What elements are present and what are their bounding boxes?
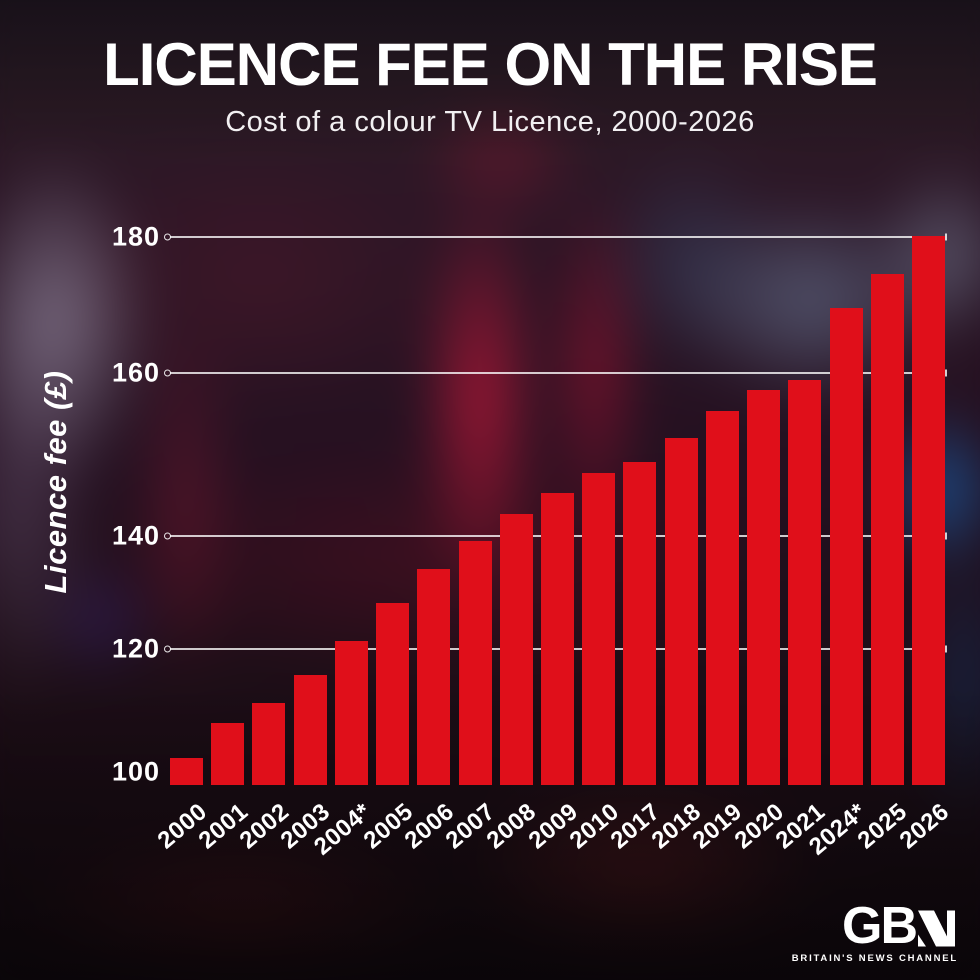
bar-2004*	[334, 640, 368, 785]
bar-2001	[211, 723, 245, 785]
gridline-end-tick-180	[945, 233, 947, 241]
bar-2006	[417, 568, 451, 785]
bar-2017	[623, 462, 657, 785]
gbn-tagline: BRITAIN'S NEWS CHANNEL	[791, 953, 958, 964]
gridline-end-tick-140	[945, 532, 947, 540]
bar-2003	[293, 675, 327, 785]
y-tick-label-100: 100	[111, 756, 160, 787]
bar-2024*	[829, 308, 863, 785]
bar-2010	[582, 472, 616, 785]
y-axis-label: Licence fee (£)	[38, 370, 73, 594]
bar-2002	[252, 702, 286, 785]
gridline-start-dot-140	[164, 532, 171, 540]
page-subtitle: Cost of a colour TV Licence, 2000-2026	[225, 106, 755, 138]
bar-2000	[170, 757, 203, 785]
bar-2019	[705, 410, 739, 785]
bar-2020	[747, 390, 781, 785]
bar-2008	[499, 513, 533, 785]
gridline-start-dot-120	[164, 645, 171, 653]
gbn-logo: GB BRITAIN'S NEWS CHANNEL	[791, 897, 958, 964]
bar-2018	[664, 438, 698, 785]
gridline-180	[170, 236, 945, 238]
gridline-end-tick-160	[945, 369, 947, 377]
gridline-start-dot-180	[164, 233, 171, 241]
y-tick-label-140: 140	[111, 520, 160, 551]
bar-2005	[376, 603, 410, 785]
bar-2026	[912, 236, 945, 785]
gbn-stylised-n-icon	[918, 910, 955, 947]
bar-2009	[541, 493, 574, 785]
gbn-logo-gb-text: GB	[842, 897, 918, 956]
gridline-start-dot-160	[164, 369, 171, 377]
y-tick-label-180: 180	[111, 221, 160, 252]
bar-2021	[788, 380, 822, 785]
y-tick-label-160: 160	[111, 357, 160, 388]
page-title: LICENCE FEE ON THE RISE	[103, 31, 878, 98]
gridline-end-tick-120	[945, 645, 947, 653]
y-tick-label-120: 120	[111, 633, 160, 664]
gridline-160	[170, 372, 945, 374]
bar-2007	[458, 541, 492, 785]
bar-2025	[870, 273, 904, 785]
